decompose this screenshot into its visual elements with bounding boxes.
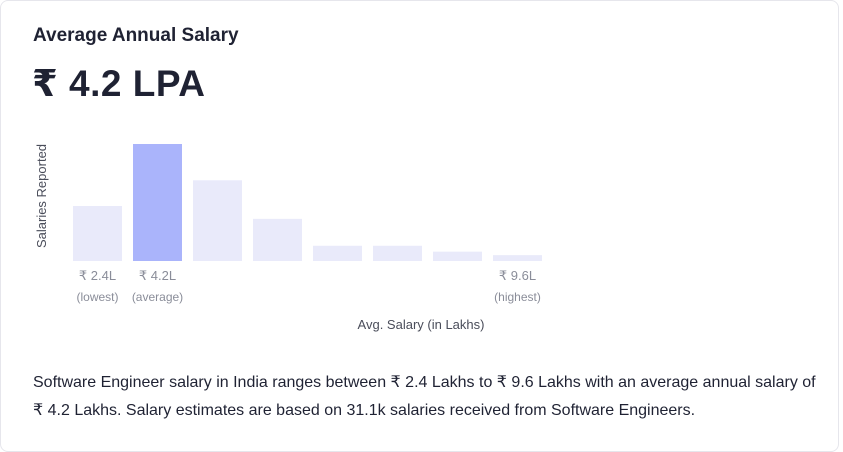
tick-label-value: ₹ 9.6L [499,268,536,283]
tick-label-note: (lowest) [76,290,118,304]
x-axis-label: Avg. Salary (in Lakhs) [358,317,485,332]
bar-3 [193,180,242,261]
card-title: Average Annual Salary [33,25,239,46]
bar-7 [433,251,482,261]
y-axis-label: Salaries Reported [34,144,49,248]
salary-distribution-chart: Salaries Reported ₹ 2.4L (lowest) ₹ 4.2L (a… [34,144,542,332]
salary-description: Software Engineer salary in India ranges… [33,374,816,419]
average-salary-value: ₹ 4.2 LPA [32,63,206,104]
tick-label-value: ₹ 4.2L [139,268,176,283]
bar-4 [253,218,302,261]
bar-8 [493,255,542,261]
bar-5 [313,245,362,261]
bar-6 [373,245,422,261]
bars-group [73,144,542,261]
bar-1 [73,206,122,261]
tick-labels-group: ₹ 2.4L (lowest) ₹ 4.2L (average) ₹ 9.6L (high… [76,268,540,304]
bar-average [133,144,182,261]
tick-label-value: ₹ 2.4L [79,268,116,283]
tick-label-note: (average) [132,290,183,304]
tick-label-note: (highest) [494,290,541,304]
